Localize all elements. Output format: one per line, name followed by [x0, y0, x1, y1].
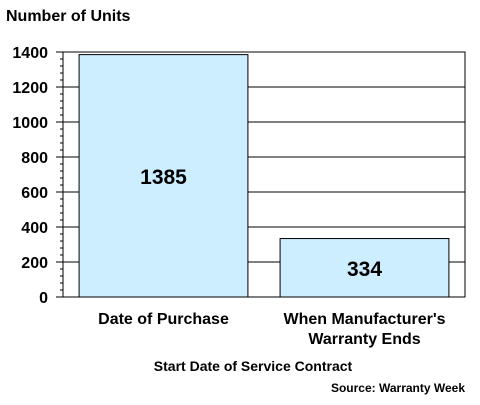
y-tick-label: 600 — [21, 185, 48, 202]
plot-frame — [62, 51, 466, 298]
axes — [56, 51, 466, 298]
y-tick-label: 400 — [21, 220, 48, 237]
bars — [78, 54, 450, 298]
bar — [279, 238, 450, 298]
y-tick-label: 1000 — [12, 115, 48, 132]
y-tick-label: 1200 — [12, 80, 48, 97]
y-tick-label: 1400 — [12, 45, 48, 62]
y-tick-label: 800 — [21, 150, 48, 167]
labels: 1385 Date of Purchase 334 When Manufacturer… — [12, 45, 445, 348]
y-tick-label: 200 — [21, 255, 48, 272]
bar — [78, 54, 249, 298]
y-axis-title: Number of Units — [6, 8, 131, 25]
x-tick-label: Date of Purchase — [98, 311, 229, 328]
source-note: Source: Warranty Week — [331, 381, 465, 395]
data-label: 334 — [347, 258, 382, 281]
x-tick-label: When Manufacturer's — [283, 311, 445, 328]
data-label: 1385 — [140, 166, 187, 189]
x-tick-label: Warranty Ends — [308, 331, 420, 348]
y-tick-label: 0 — [39, 290, 48, 307]
x-axis-title: Start Date of Service Contract — [154, 358, 353, 374]
